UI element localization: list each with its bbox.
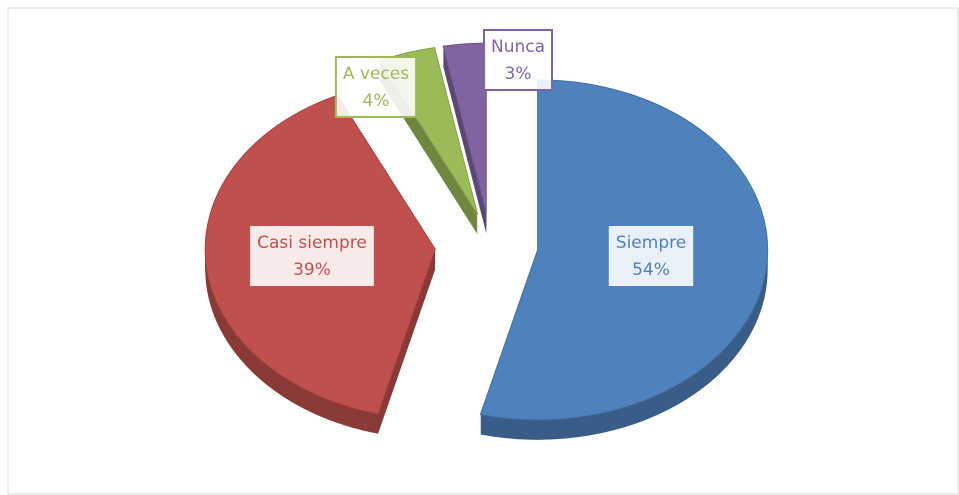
data-label-category: Siempre bbox=[616, 233, 686, 253]
data-label-value: 54% bbox=[632, 260, 670, 280]
data-label-box bbox=[608, 226, 694, 286]
data-label-category: A veces bbox=[343, 64, 409, 84]
data-label-value: 3% bbox=[505, 64, 532, 84]
data-label-category: Nunca bbox=[491, 37, 545, 57]
data-label-value: 4% bbox=[363, 91, 390, 111]
data-label-box bbox=[482, 29, 554, 91]
data-label-category: Casi siempre bbox=[257, 233, 367, 253]
data-label-box bbox=[334, 56, 418, 118]
data-label-value: 39% bbox=[293, 260, 331, 280]
data-label-box bbox=[250, 226, 374, 286]
